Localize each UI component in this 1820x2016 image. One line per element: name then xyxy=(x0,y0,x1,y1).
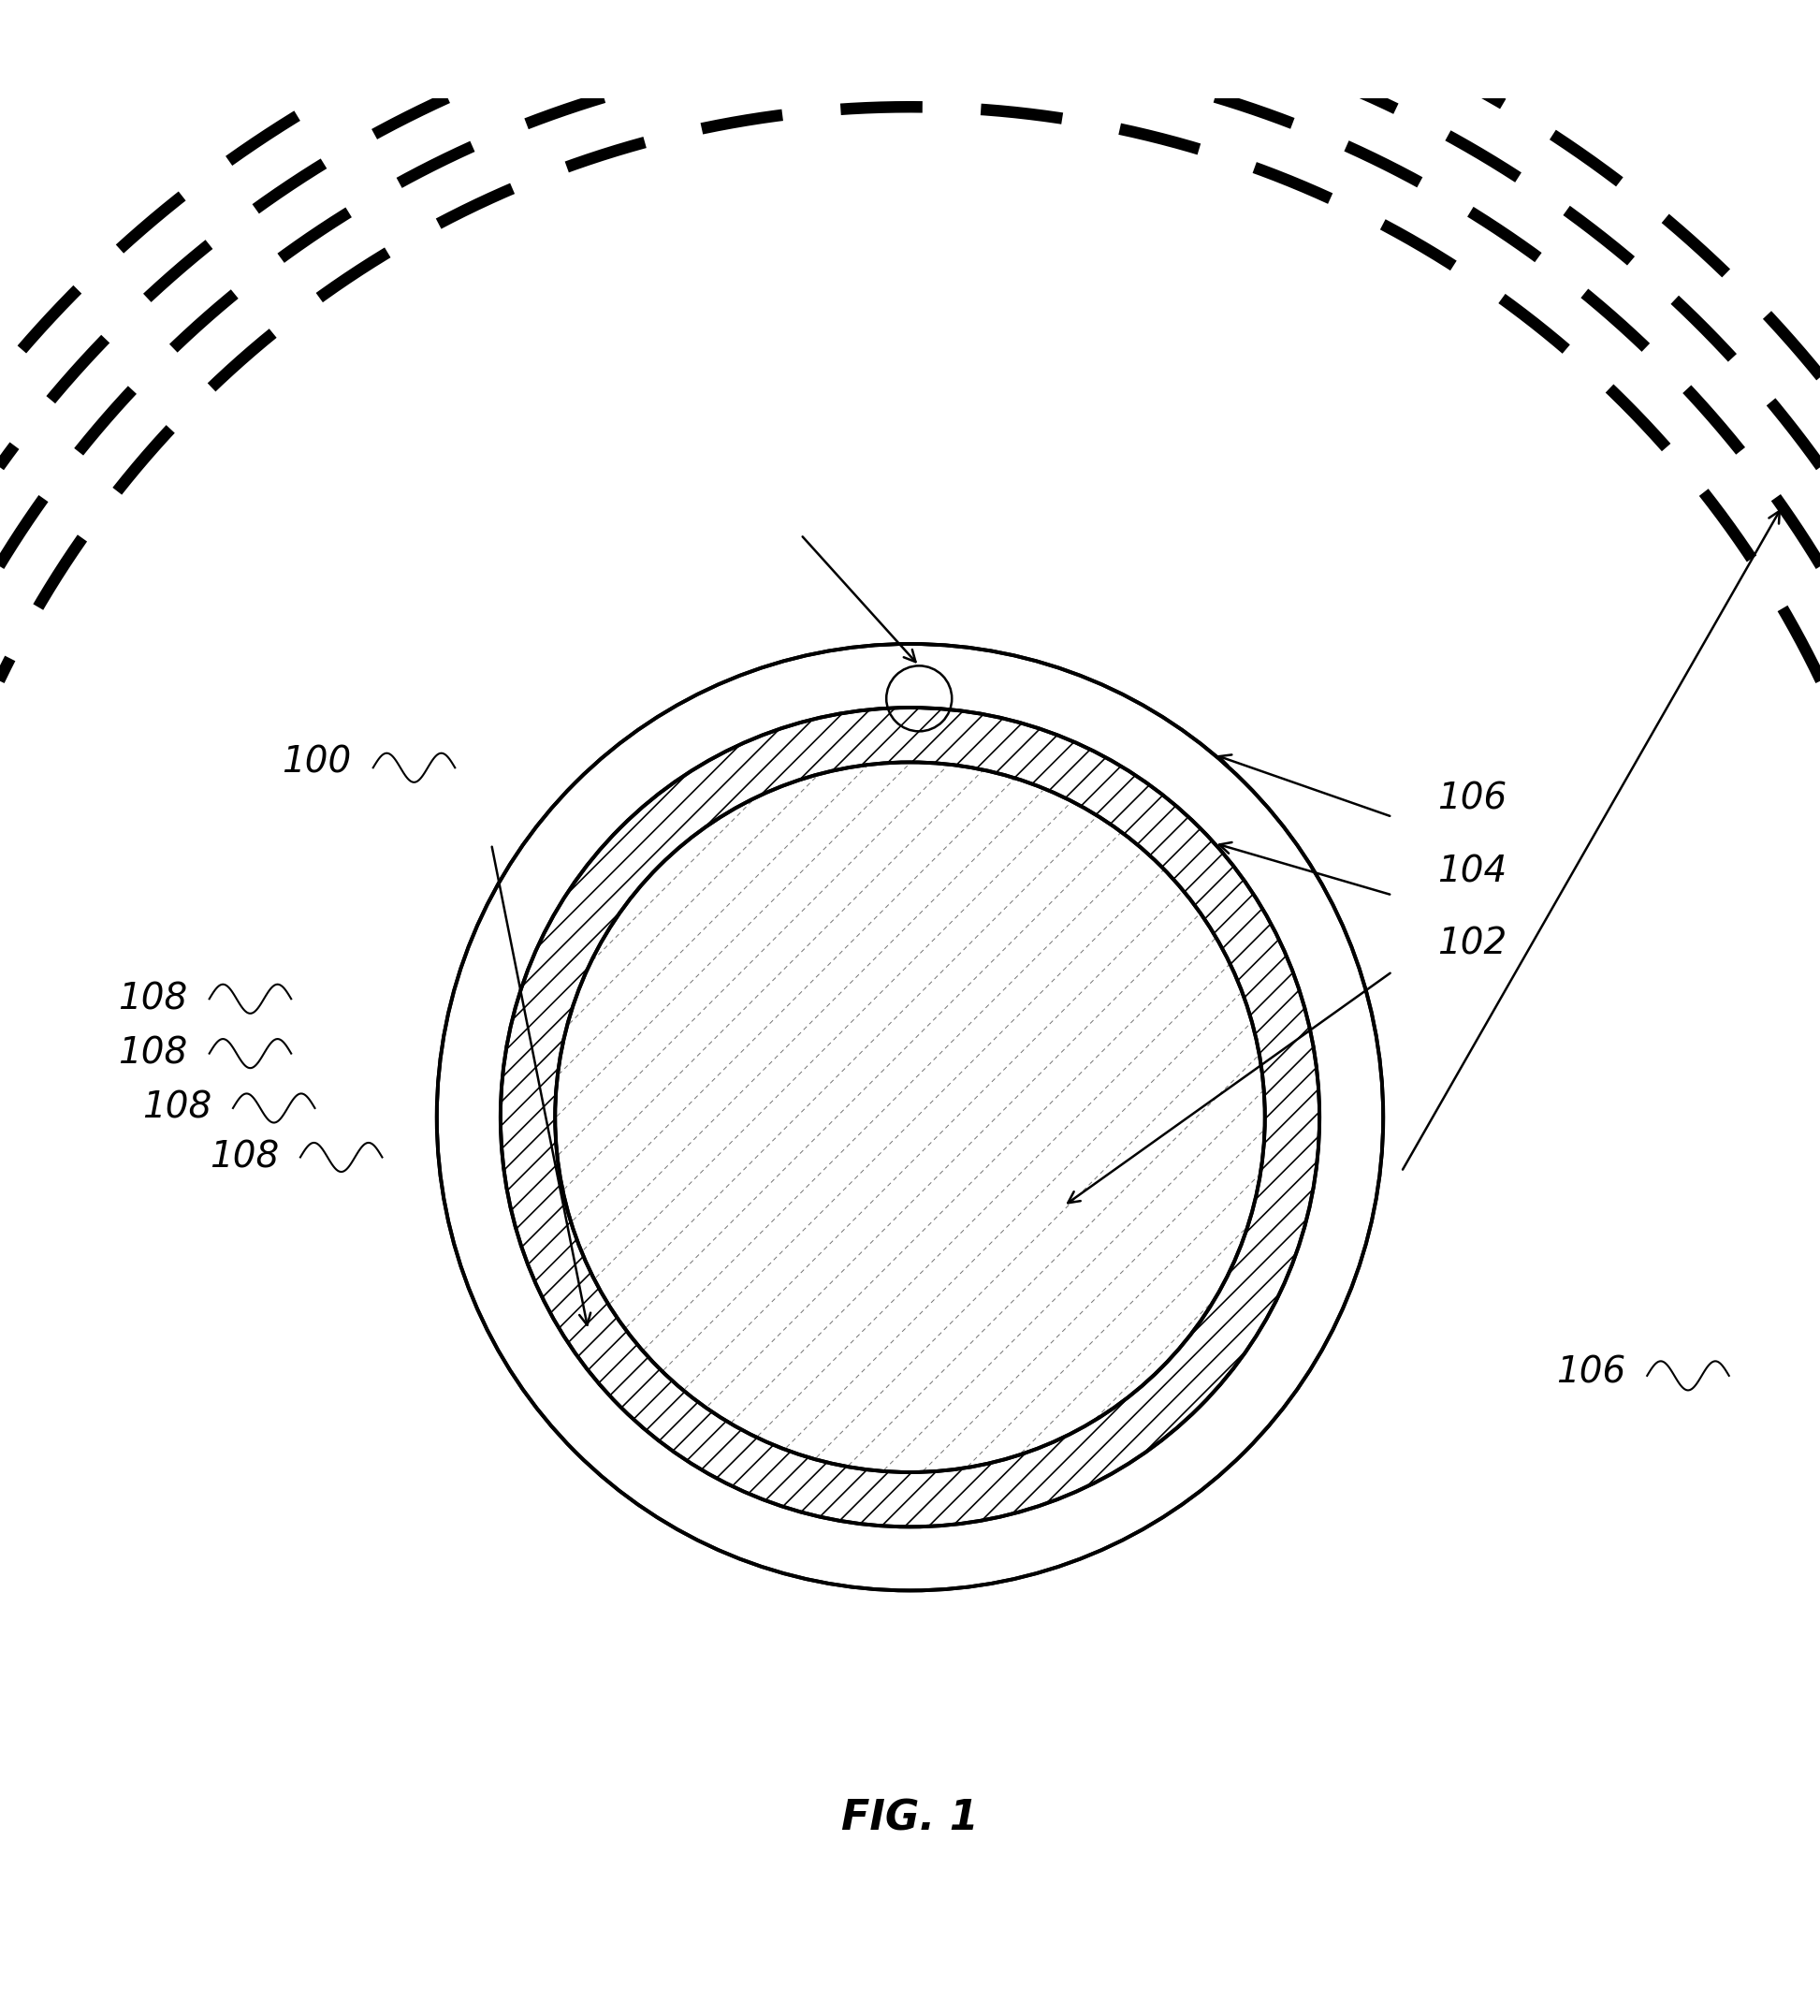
Text: 106: 106 xyxy=(1438,780,1507,816)
Text: 108: 108 xyxy=(118,982,187,1016)
Text: 108: 108 xyxy=(118,1036,187,1070)
Text: 108: 108 xyxy=(209,1139,278,1175)
Text: 106: 106 xyxy=(1556,1355,1625,1389)
Text: 100: 100 xyxy=(282,744,351,780)
Circle shape xyxy=(555,762,1265,1472)
Circle shape xyxy=(437,643,1383,1591)
Text: FIG. 1: FIG. 1 xyxy=(841,1798,979,1839)
Text: 104: 104 xyxy=(1438,853,1507,889)
Text: 108: 108 xyxy=(142,1091,211,1125)
Circle shape xyxy=(500,708,1320,1526)
Text: 102: 102 xyxy=(1438,927,1507,962)
